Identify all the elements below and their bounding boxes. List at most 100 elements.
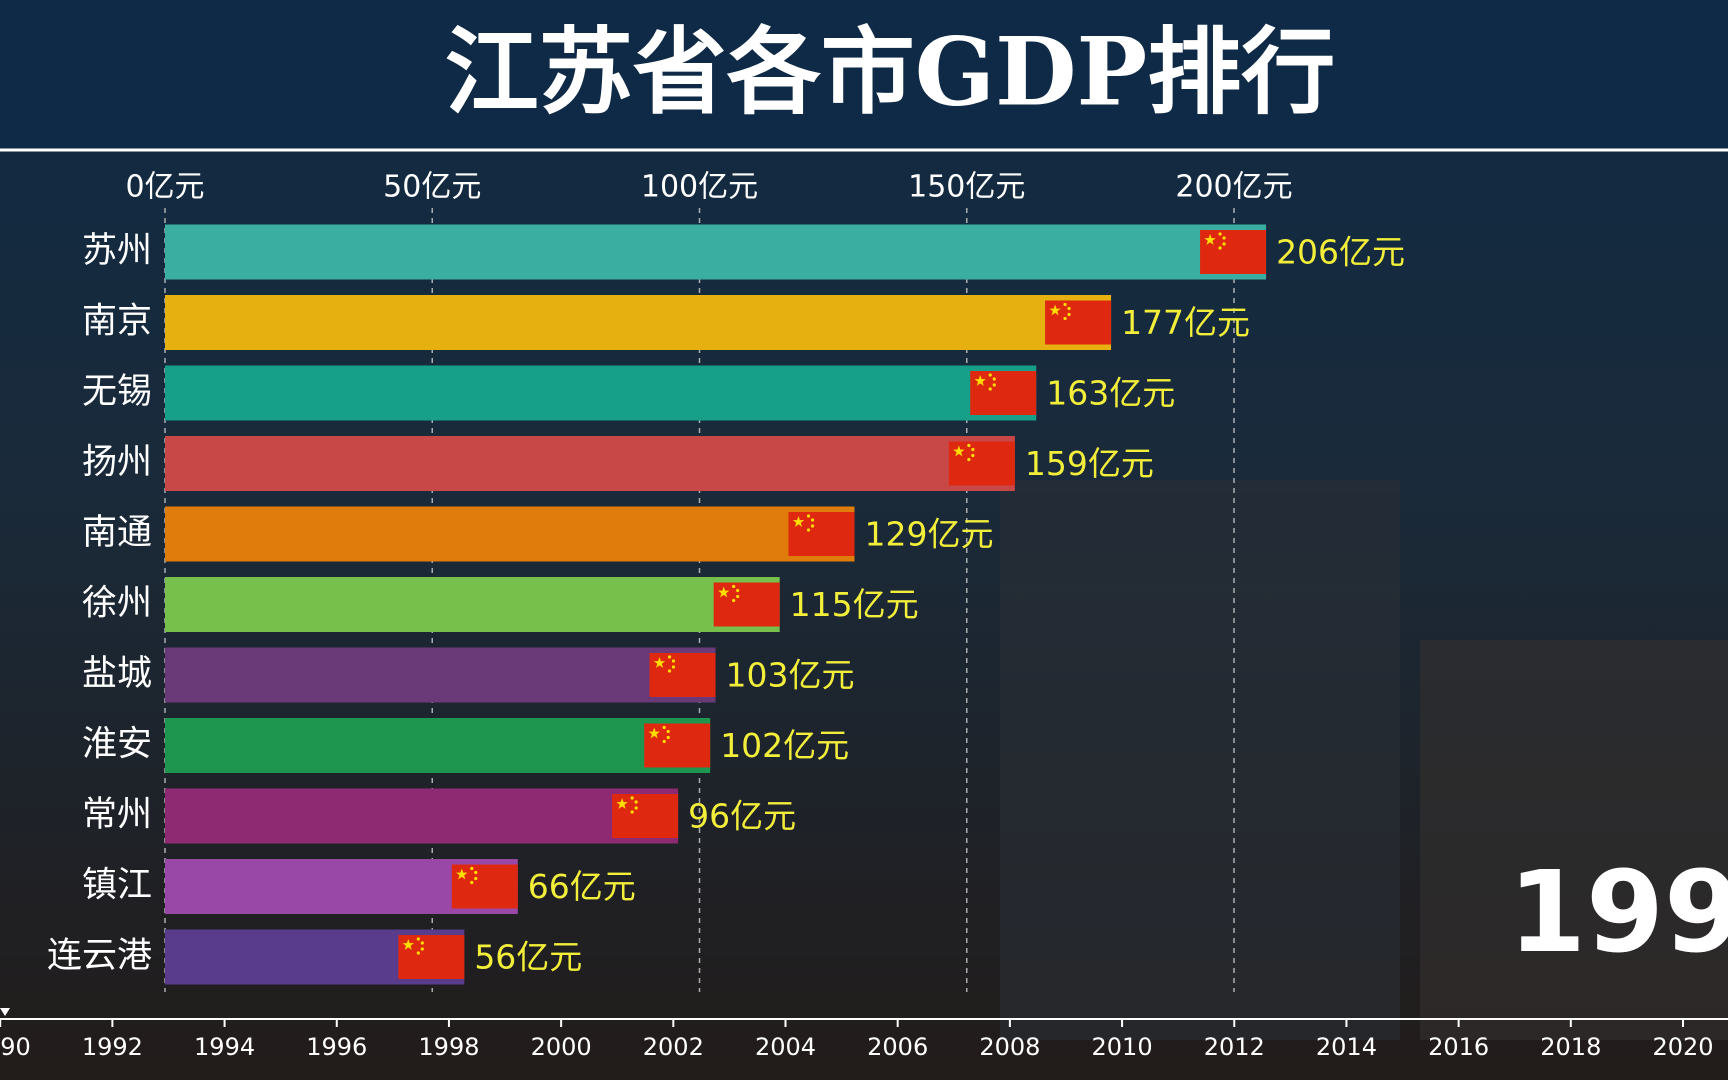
flag-small-star (470, 880, 474, 885)
flag-star (1049, 304, 1061, 316)
timeline-tick-label: 2018 (1540, 1033, 1601, 1061)
flag-small-star (1063, 316, 1067, 321)
value-label: 115亿元 (790, 585, 919, 624)
flag-star (1204, 234, 1216, 245)
flag-small-star (662, 739, 666, 744)
category-label: 淮安 (82, 725, 152, 765)
flag-small-star (736, 588, 740, 593)
category-label: 南通 (82, 513, 152, 553)
flag-star (653, 657, 666, 668)
flag-small-star (630, 810, 634, 814)
flag-small-star (992, 383, 996, 387)
value-label: 103亿元 (726, 656, 855, 695)
category-label: 盐城 (82, 654, 152, 694)
flag-small-star (662, 725, 666, 730)
timeline-tick-label: 1992 (82, 1033, 143, 1061)
bar (165, 788, 679, 844)
flag-small-star (967, 443, 971, 448)
category-label: 连云港 (47, 936, 152, 976)
timeline-tick-label: 2020 (1652, 1033, 1713, 1061)
flag-small-star (470, 866, 474, 871)
flag-small-star (736, 594, 740, 599)
flag-small-star (416, 951, 420, 955)
flag-small-star (971, 453, 975, 458)
flag-small-star (988, 387, 992, 391)
flag-small-star (971, 447, 975, 452)
bar (165, 577, 780, 632)
timeline-tick-label: 2004 (755, 1033, 816, 1061)
category-label: 徐州 (82, 584, 152, 624)
bar (165, 718, 711, 773)
flag-small-star (810, 518, 815, 522)
flag-small-star (988, 373, 992, 377)
flag-small-star (1067, 306, 1071, 311)
category-label: 常州 (82, 795, 152, 835)
category-label: 无锡 (82, 372, 152, 412)
timeline-tick-label: 2000 (531, 1033, 592, 1061)
flag-star (718, 586, 730, 598)
timeline-tick-label: 2010 (1092, 1033, 1153, 1061)
flag-small-star (420, 947, 424, 951)
flag-small-star (1218, 232, 1222, 236)
value-label: 66亿元 (528, 867, 636, 906)
flag-small-star (810, 524, 815, 528)
category-label: 扬州 (82, 443, 152, 483)
timeline-tick-label: 2014 (1316, 1033, 1377, 1061)
value-label: 96亿元 (688, 797, 796, 836)
timeline-tick-label: 2016 (1428, 1033, 1489, 1061)
flag-small-star (416, 937, 420, 941)
flag-star (402, 939, 414, 950)
flag-small-star (666, 729, 670, 734)
flag-star (616, 798, 628, 809)
flag-small-star (667, 655, 672, 659)
timeline-tick-label: 1994 (194, 1033, 255, 1061)
bar (165, 506, 855, 562)
timeline-marker (0, 1008, 10, 1016)
flag-small-star (806, 514, 811, 518)
category-label: 南京 (82, 302, 152, 342)
header (0, 0, 1728, 148)
building-silhouette (1000, 480, 1400, 1040)
value-label: 102亿元 (720, 726, 849, 765)
flag-small-star (630, 796, 634, 800)
flag-small-star (967, 457, 971, 462)
flag-small-star (1067, 312, 1071, 317)
value-label: 163亿元 (1046, 374, 1175, 413)
value-label: 129亿元 (865, 515, 994, 554)
flag-small-star (806, 528, 811, 532)
flag-small-star (634, 806, 638, 810)
flag-small-star (1222, 236, 1226, 240)
timeline-tick-label: 2012 (1204, 1033, 1265, 1061)
category-label: 苏州 (82, 231, 152, 271)
flag-small-star (667, 669, 672, 673)
bar (165, 647, 716, 703)
flag-small-star (474, 876, 478, 881)
bar (165, 295, 1112, 350)
flag-small-star (732, 584, 736, 589)
bar (165, 224, 1267, 280)
bar (165, 365, 1037, 421)
x-tick-label: 100亿元 (641, 170, 758, 205)
flag-small-star (666, 735, 670, 740)
timeline-tick-label: 1998 (418, 1033, 479, 1061)
value-label: 177亿元 (1121, 303, 1250, 342)
x-tick-label: 200亿元 (1175, 170, 1292, 205)
x-tick-label: 0亿元 (125, 170, 204, 205)
flag-small-star (1222, 242, 1226, 246)
flag-small-star (1063, 302, 1067, 307)
flag-star (792, 516, 805, 527)
chart-title: 江苏省各市GDP排行 (445, 17, 1335, 127)
flag-star (974, 375, 986, 386)
flag-small-star (992, 377, 996, 381)
timeline-tick-label: 2002 (643, 1033, 704, 1061)
timeline-tick-label: 2008 (979, 1033, 1040, 1061)
flag-small-star (1218, 246, 1222, 250)
flag-star (456, 868, 468, 880)
timeline-tick-label: 2006 (867, 1033, 928, 1061)
value-label: 159亿元 (1025, 444, 1154, 483)
flag-small-star (671, 665, 676, 669)
flag-small-star (420, 941, 424, 945)
x-tick-label: 50亿元 (383, 170, 481, 205)
